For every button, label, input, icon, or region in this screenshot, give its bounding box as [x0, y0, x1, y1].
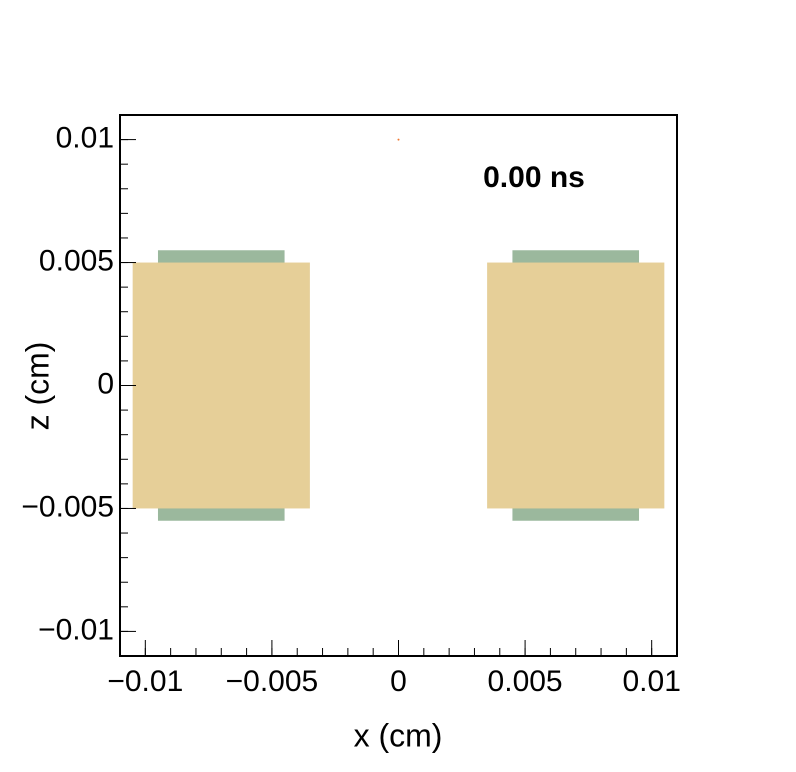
y-tick-label: −0.01 — [38, 613, 114, 646]
point — [397, 138, 400, 141]
x-tick-label: −0.01 — [107, 665, 183, 698]
y-tick-label: 0.005 — [39, 244, 114, 277]
x-axis-label: x (cm) — [354, 717, 443, 753]
x-tick-label: 0.005 — [488, 665, 563, 698]
x-tick-label: 0.01 — [622, 665, 680, 698]
shape — [487, 262, 665, 509]
y-tick-label: 0.01 — [56, 122, 114, 155]
y-tick-label: −0.005 — [21, 490, 114, 523]
shape — [132, 262, 310, 509]
y-axis-label: z (cm) — [19, 342, 55, 431]
x-tick-label: −0.005 — [226, 665, 319, 698]
annotation: 0.00 ns — [483, 161, 585, 194]
y-tick-label: 0 — [97, 367, 114, 400]
x-tick-label: 0 — [390, 665, 407, 698]
